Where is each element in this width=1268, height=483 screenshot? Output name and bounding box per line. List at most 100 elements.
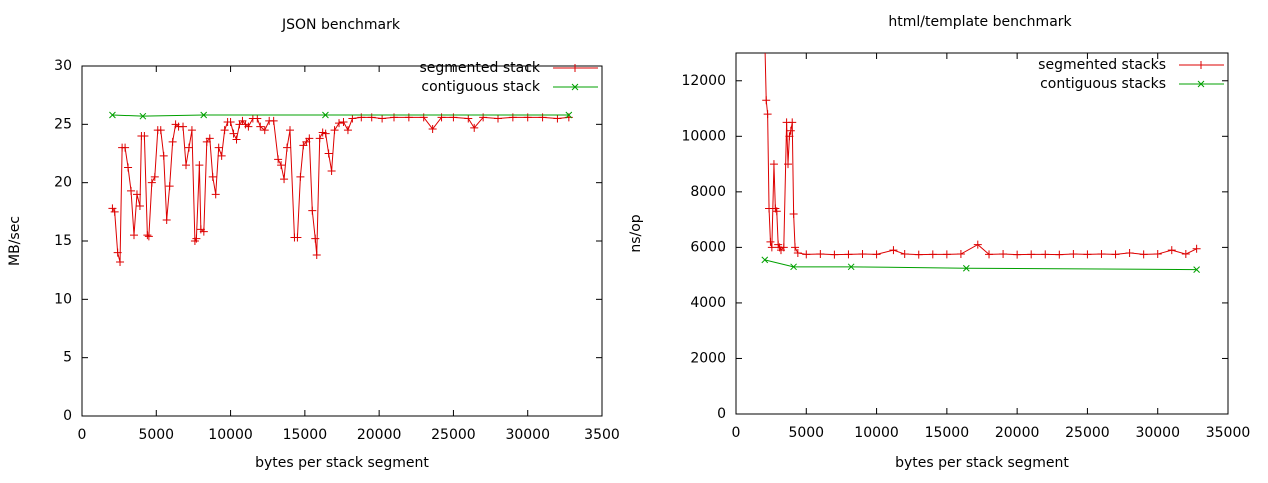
data-point — [322, 111, 329, 119]
data-point — [769, 160, 778, 169]
data-point — [844, 250, 853, 259]
data-point — [139, 112, 147, 120]
data-point — [761, 35, 769, 43]
data-point — [802, 250, 811, 259]
data-point — [335, 119, 344, 128]
data-point — [793, 248, 802, 257]
data-point — [1069, 250, 1078, 259]
legend-marker — [571, 83, 579, 91]
data-point — [1153, 250, 1162, 259]
data-point — [321, 129, 330, 138]
data-point — [211, 190, 220, 199]
data-point — [1192, 244, 1201, 253]
data-point — [1041, 250, 1050, 259]
data-point — [1167, 246, 1176, 255]
x-tick-label: 20000 — [357, 427, 402, 443]
data-point — [1027, 250, 1036, 259]
legend-marker — [1197, 80, 1205, 88]
x-tick-label: 20000 — [995, 425, 1040, 441]
data-point — [1055, 250, 1064, 259]
data-point — [220, 126, 229, 135]
data-point — [269, 116, 278, 125]
x-axis-label: bytes per stack segment — [255, 455, 429, 471]
x-tick-label: 25000 — [1065, 425, 1110, 441]
data-point — [308, 206, 317, 215]
data-point — [182, 161, 190, 170]
data-point — [1193, 266, 1200, 273]
data-point — [914, 250, 923, 259]
data-point — [116, 258, 125, 266]
data-point — [766, 237, 775, 246]
x-tick-label: 10000 — [854, 425, 899, 441]
data-point — [494, 114, 502, 123]
data-point — [113, 248, 122, 257]
plot-frame — [81, 65, 603, 417]
data-point — [889, 246, 898, 255]
data-point — [1111, 250, 1120, 259]
legend-label: segmented stacks — [1038, 57, 1166, 73]
data-point — [928, 250, 937, 259]
data-point — [165, 182, 174, 191]
data-point — [858, 250, 867, 259]
data-point — [159, 151, 168, 160]
data-point — [788, 118, 797, 127]
y-tick-label: 8000 — [690, 184, 726, 200]
x-tick-label: 10000 — [208, 427, 253, 443]
data-point — [274, 155, 283, 164]
y-tick-label: 25 — [54, 116, 72, 132]
legend-marker — [571, 64, 579, 72]
data-point — [162, 216, 171, 224]
data-point — [208, 172, 217, 181]
series-line — [112, 114, 569, 117]
chart-title: JSON benchmark — [281, 17, 401, 33]
x-tick-label: 5000 — [788, 425, 824, 441]
series-line — [764, 259, 1197, 271]
data-point — [130, 231, 138, 240]
data-point — [428, 125, 437, 133]
x-tick-label: 0 — [78, 427, 87, 443]
data-point — [311, 234, 320, 243]
y-tick-label: 2000 — [690, 350, 726, 366]
data-point — [1013, 250, 1022, 259]
data-point — [286, 126, 294, 135]
data-point — [305, 134, 314, 143]
x-tick-label: 30000 — [1135, 425, 1180, 441]
data-point — [280, 175, 289, 184]
data-point — [199, 227, 208, 236]
data-point — [214, 143, 223, 152]
data-point — [785, 132, 794, 141]
data-point — [108, 204, 117, 213]
data-point — [900, 250, 909, 259]
data-point — [277, 161, 286, 170]
data-point — [767, 243, 776, 252]
data-point — [343, 126, 352, 135]
data-point — [260, 126, 269, 135]
data-point — [942, 250, 951, 259]
data-point — [999, 250, 1008, 259]
data-point — [339, 118, 348, 126]
x-tick-label: 5000 — [138, 427, 174, 443]
data-point — [330, 126, 339, 135]
data-point — [150, 172, 159, 181]
data-point — [179, 122, 188, 131]
x-tick-label: 15000 — [283, 427, 328, 443]
y-axis-label: ns/op — [628, 214, 644, 252]
y-tick-label: 10 — [54, 291, 72, 307]
data-point — [956, 250, 965, 259]
data-point — [378, 114, 387, 123]
data-point — [283, 143, 292, 152]
data-point — [187, 126, 196, 135]
data-point — [1125, 248, 1134, 257]
data-point — [121, 143, 130, 152]
data-point — [830, 250, 839, 259]
series-line — [112, 116, 569, 263]
x-tick-label: 15000 — [925, 425, 970, 441]
data-point — [327, 167, 336, 175]
data-point — [763, 110, 772, 119]
x-tick-label: 3500 — [584, 427, 620, 443]
data-point — [779, 243, 788, 252]
plot-area — [761, 35, 1201, 273]
data-point — [226, 118, 235, 126]
data-point — [312, 251, 321, 259]
chart-title: html/template benchmark — [888, 14, 1072, 30]
